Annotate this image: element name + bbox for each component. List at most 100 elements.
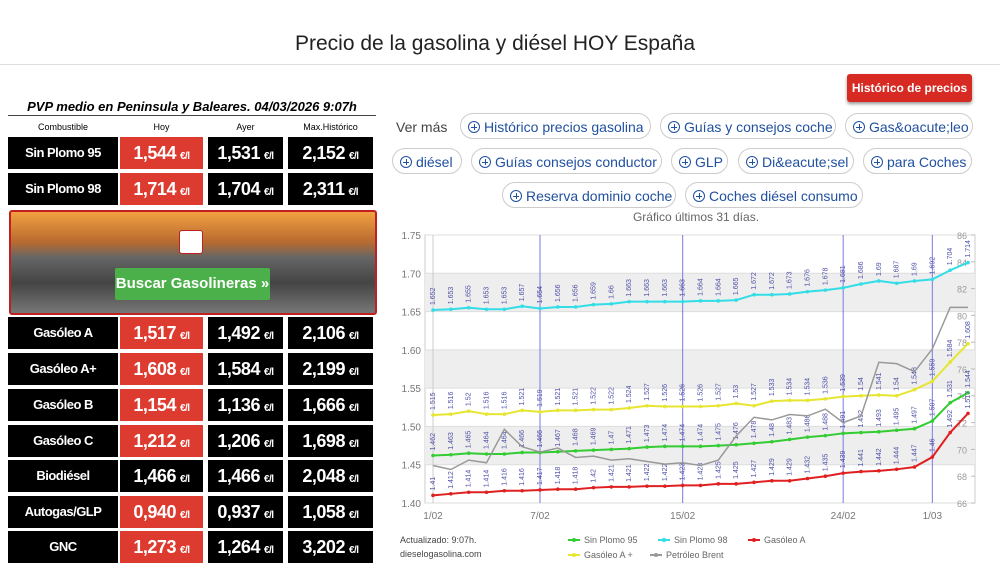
y-tick-label: 1.50: [402, 422, 422, 433]
data-label: 1.473: [644, 424, 651, 442]
data-label: 1.676: [805, 269, 812, 287]
point: [966, 260, 970, 265]
price: 1,608: [133, 359, 176, 379]
price-cell: 2,152 €/l: [288, 137, 373, 169]
point: [823, 474, 828, 479]
link-pill[interactable]: para Coches: [863, 148, 972, 174]
data-label: 1.474: [698, 424, 705, 442]
plus-icon: [746, 156, 758, 168]
price: 1,704: [217, 179, 260, 199]
data-label: 1.463: [448, 432, 455, 450]
point: [930, 419, 935, 423]
data-label: 1.69: [876, 262, 883, 276]
y2-tick-label: 72: [957, 419, 967, 429]
data-label: 1.41: [430, 477, 437, 491]
data-label: 1.47: [608, 431, 615, 445]
link-pill[interactable]: diésel: [392, 148, 462, 174]
link-pill[interactable]: Histórico precios gasolina: [460, 113, 651, 139]
y2-tick-label: 70: [957, 445, 967, 455]
point: [930, 379, 935, 384]
data-label: 1.521: [519, 388, 526, 406]
point: [698, 404, 703, 409]
price: 1,466: [217, 466, 260, 486]
data-label: 1.69: [912, 262, 919, 276]
price-cell: 2,048 €/l: [288, 460, 373, 492]
data-label: 1.469: [591, 428, 598, 446]
point: [502, 452, 507, 456]
link-text: Guías y consejos coche: [684, 119, 833, 135]
point: [627, 299, 631, 304]
data-label: 1.657: [519, 284, 526, 302]
link-pill[interactable]: Guías y consejos coche: [660, 113, 836, 139]
unit: €/l: [348, 151, 359, 162]
point: [431, 453, 435, 458]
data-label: 1.486: [805, 415, 812, 433]
link-text: Gas&oacute;leo: [869, 119, 969, 135]
price-cell: 1,058 €/l: [288, 496, 373, 528]
link-pill[interactable]: Gas&oacute;leo: [845, 113, 973, 139]
fuel-name: Gasóleo C: [8, 425, 118, 457]
legend-label: Sin Plomo 98: [674, 535, 728, 545]
price-cell: 0,940 €/l: [120, 496, 203, 528]
point: [484, 412, 489, 416]
price: 1,206: [217, 431, 260, 451]
data-label: 1.544: [965, 370, 972, 388]
data-label: 1.54: [858, 377, 865, 391]
point: [752, 292, 756, 297]
point: [484, 490, 489, 495]
banner[interactable]: Buscar Gasolineras »: [9, 210, 377, 315]
price-cell: 1,714 €/l: [120, 173, 203, 205]
data-label: 1.467: [555, 429, 562, 447]
plus-icon: [479, 156, 491, 168]
plus-icon: [668, 121, 680, 133]
price: 0,937: [217, 502, 260, 522]
data-label: 1.54: [894, 377, 901, 391]
link-pill[interactable]: Guías consejos conductor: [471, 148, 662, 174]
data-label: 1.527: [751, 383, 758, 401]
data-label: 1.663: [626, 279, 633, 297]
data-label: 1.526: [698, 384, 705, 402]
point: [912, 426, 917, 431]
price: 1,264: [217, 537, 260, 557]
data-label: 1.439: [840, 451, 847, 469]
link-pill[interactable]: Coches diésel consumo: [685, 182, 863, 208]
data-label: 1.483: [787, 417, 794, 435]
unit: €/l: [263, 439, 274, 450]
data-label: 1.524: [626, 385, 633, 403]
history-button[interactable]: Histórico de precios »: [847, 74, 972, 123]
price: 1,466: [133, 466, 176, 486]
point: [787, 398, 792, 403]
data-label: 1.704: [947, 248, 954, 266]
point: [734, 482, 738, 486]
data-label: 1.475: [715, 423, 722, 441]
link-pill[interactable]: Di&eacute;sel: [738, 148, 854, 174]
price-cell: 1,136 €/l: [208, 389, 283, 421]
unit: €/l: [179, 367, 190, 378]
legend-label: Petróleo Brent: [666, 550, 724, 560]
point: [573, 305, 578, 309]
data-label: 1.442: [876, 448, 883, 466]
data-label: 1.478: [751, 421, 758, 439]
data-label: 1.608: [965, 321, 972, 339]
legend-dot: [752, 538, 756, 542]
point: [645, 445, 649, 449]
point: [663, 404, 667, 409]
data-label: 1.474: [662, 424, 669, 442]
data-label: 1.531: [947, 380, 954, 398]
search-button[interactable]: Buscar Gasolineras »: [115, 268, 270, 300]
link-pill[interactable]: GLP: [671, 148, 728, 174]
point: [734, 401, 738, 406]
data-label: 1.416: [501, 468, 508, 486]
data-label: 1.673: [787, 271, 794, 289]
data-label: 1.42: [591, 469, 598, 483]
data-label: 1.515: [430, 392, 437, 410]
unit: €/l: [348, 331, 359, 342]
link-pill[interactable]: Reserva dominio coche: [502, 182, 676, 208]
y2-tick-label: 80: [957, 311, 967, 321]
price: 1,666: [302, 395, 345, 415]
data-label: 1.497: [912, 406, 919, 424]
point: [680, 299, 685, 304]
data-label: 1.527: [644, 383, 651, 401]
point: [966, 341, 970, 346]
